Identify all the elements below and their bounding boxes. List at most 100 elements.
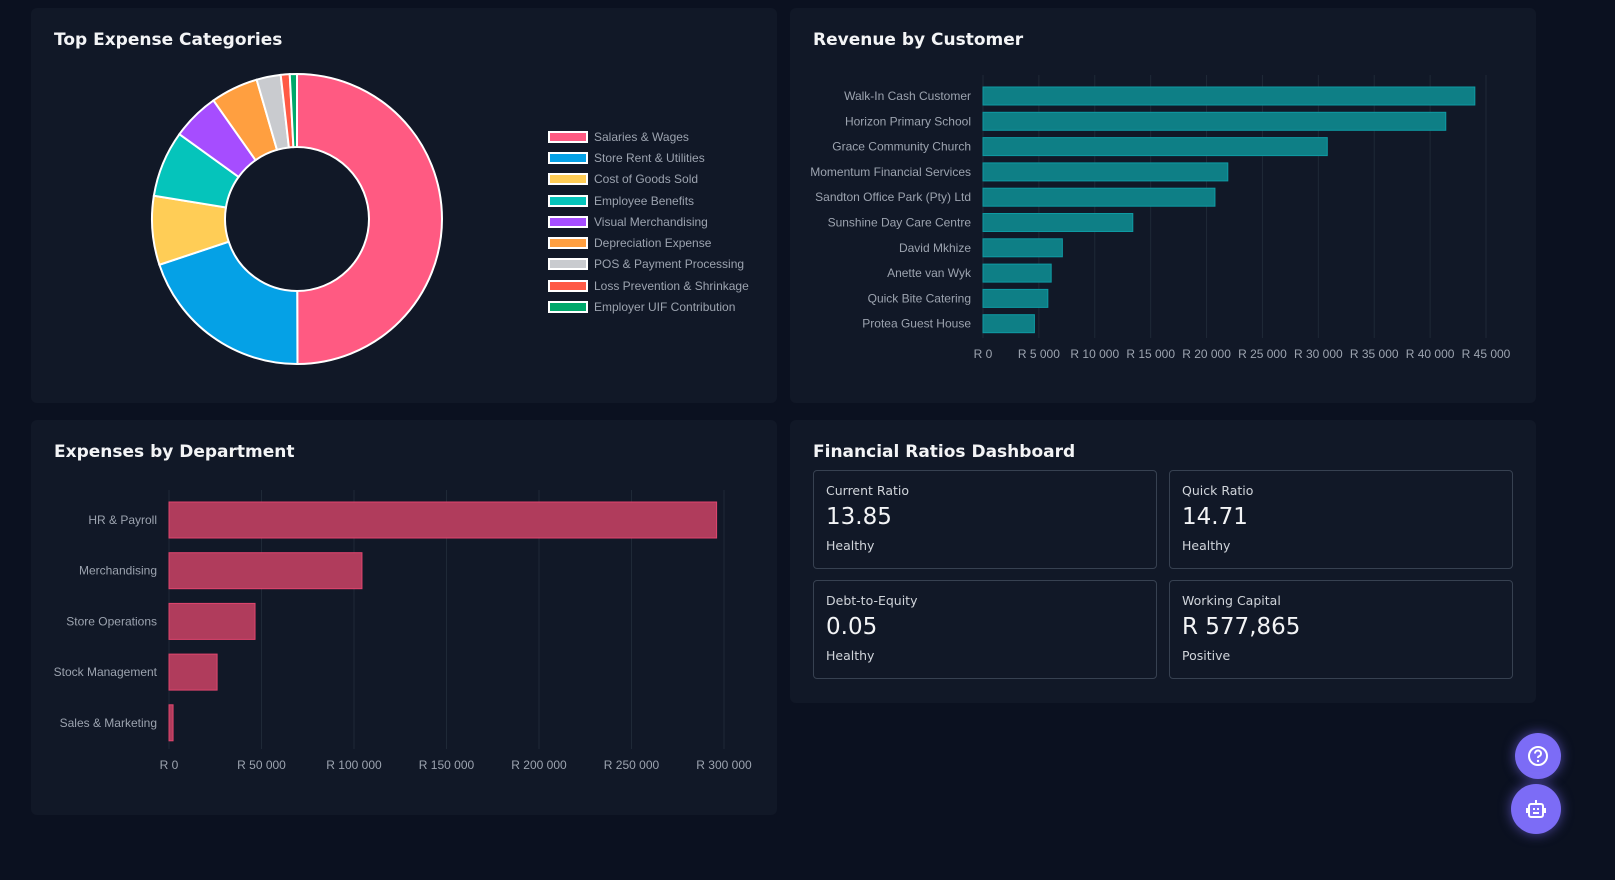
bar-momentum-financial-services[interactable] bbox=[982, 162, 1229, 182]
x-tick-label: R 35 000 bbox=[1350, 347, 1399, 361]
x-tick-label: R 150 000 bbox=[419, 758, 475, 772]
bar-sunshine-day-care-centre[interactable] bbox=[982, 213, 1134, 232]
help-button[interactable] bbox=[1515, 733, 1561, 779]
bar-grace-community-church[interactable] bbox=[982, 137, 1328, 157]
x-tick-label: R 40 000 bbox=[1406, 347, 1455, 361]
legend-label: POS & Payment Processing bbox=[594, 257, 745, 272]
legend-label: Depreciation Expense bbox=[594, 236, 712, 251]
legend-swatch bbox=[548, 237, 588, 250]
y-tick-label: Sunshine Day Care Centre bbox=[828, 216, 972, 230]
ratio-status: Healthy bbox=[826, 648, 875, 663]
x-tick-label: R 200 000 bbox=[511, 758, 567, 772]
ratio-card-debt-equity: Debt-to-Equity 0.05 Healthy bbox=[813, 580, 1157, 679]
bar-hr-payroll[interactable] bbox=[168, 501, 718, 539]
y-tick-label: Grace Community Church bbox=[832, 140, 971, 154]
legend-item-cost-of-goods-sold[interactable]: Cost of Goods Sold bbox=[548, 169, 749, 190]
x-tick-label: R 25 000 bbox=[1238, 347, 1287, 361]
bar-anette-van-wyk[interactable] bbox=[982, 263, 1052, 283]
ratio-label: Current Ratio bbox=[826, 483, 910, 498]
legend-swatch bbox=[548, 301, 588, 314]
top-expense-card: Top Expense Categories Salaries & Wages S… bbox=[31, 8, 777, 403]
y-tick-label: Sandton Office Park (Pty) Ltd bbox=[815, 190, 971, 204]
legend-label: Salaries & Wages bbox=[594, 129, 689, 144]
ratio-status: Positive bbox=[1182, 648, 1231, 663]
legend-swatch bbox=[548, 258, 588, 271]
x-tick-label: R 10 000 bbox=[1070, 347, 1119, 361]
y-tick-label: David Mkhize bbox=[899, 241, 971, 255]
legend-label: Loss Prevention & Shrinkage bbox=[594, 278, 749, 293]
x-tick-label: R 20 000 bbox=[1182, 347, 1231, 361]
ratio-label: Quick Ratio bbox=[1182, 483, 1254, 498]
y-tick-label: Sales & Marketing bbox=[60, 716, 157, 730]
y-tick-label: Merchandising bbox=[79, 564, 157, 578]
legend-label: Employer UIF Contribution bbox=[594, 300, 736, 315]
legend-item-store-rent-utilities[interactable]: Store Rent & Utilities bbox=[548, 147, 749, 168]
ratio-card-working-capital: Working Capital R 577,865 Positive bbox=[1169, 580, 1513, 679]
legend-item-employee-benefits[interactable]: Employee Benefits bbox=[548, 190, 749, 211]
legend-item-salaries-wages[interactable]: Salaries & Wages bbox=[548, 126, 749, 147]
x-tick-label: R 250 000 bbox=[604, 758, 660, 772]
y-tick-label: Walk-In Cash Customer bbox=[844, 89, 971, 103]
ratio-value: R 577,865 bbox=[1182, 614, 1301, 640]
legend-swatch bbox=[548, 215, 588, 228]
card-title: Top Expense Categories bbox=[54, 30, 283, 50]
card-title: Revenue by Customer bbox=[813, 30, 1024, 50]
bar-sandton-office-park-pty-ltd[interactable] bbox=[982, 187, 1216, 207]
card-title: Financial Ratios Dashboard bbox=[813, 442, 1076, 462]
x-tick-label: R 45 000 bbox=[1462, 347, 1511, 361]
y-tick-label: HR & Payroll bbox=[88, 513, 157, 527]
bar-stock-management[interactable] bbox=[168, 653, 218, 691]
x-tick-label: R 0 bbox=[974, 347, 993, 361]
x-tick-label: R 0 bbox=[160, 758, 179, 772]
legend-item-pos-payment-processing[interactable]: POS & Payment Processing bbox=[548, 254, 749, 275]
assistant-button[interactable] bbox=[1511, 784, 1561, 834]
department-card: Expenses by Department R 0 R 50 000 R 100 … bbox=[31, 420, 777, 815]
ratio-card-quick: Quick Ratio 14.71 Healthy bbox=[1169, 470, 1513, 569]
card-title: Expenses by Department bbox=[54, 442, 295, 462]
legend-item-loss-prevention-shrinkage[interactable]: Loss Prevention & Shrinkage bbox=[548, 275, 749, 296]
legend-swatch bbox=[548, 194, 588, 207]
bar-quick-bite-catering[interactable] bbox=[982, 288, 1049, 308]
donut-chart bbox=[151, 72, 443, 366]
department-chart: R 0 R 50 000 R 100 000 R 150 000 R 200 000 R … bbox=[54, 490, 752, 772]
legend-label: Visual Merchandising bbox=[594, 214, 708, 229]
x-tick-label: R 15 000 bbox=[1126, 347, 1175, 361]
bar-sales-marketing[interactable] bbox=[168, 704, 174, 742]
x-tick-label: R 100 000 bbox=[326, 758, 382, 772]
ratios-card: Financial Ratios Dashboard Current Ratio… bbox=[790, 420, 1536, 703]
y-tick-label: Stock Management bbox=[54, 665, 158, 679]
legend-label: Employee Benefits bbox=[594, 193, 695, 208]
y-tick-label: Protea Guest House bbox=[862, 317, 971, 331]
x-tick-label: R 5 000 bbox=[1018, 347, 1060, 361]
legend-swatch bbox=[548, 279, 588, 292]
legend-label: Store Rent & Utilities bbox=[594, 150, 705, 165]
legend-item-employer-uif-contribution[interactable]: Employer UIF Contribution bbox=[548, 296, 749, 317]
robot-icon bbox=[1526, 800, 1546, 818]
ratio-value: 13.85 bbox=[826, 504, 892, 530]
y-tick-label: Anette van Wyk bbox=[887, 266, 972, 280]
bar-merchandising[interactable] bbox=[168, 552, 363, 590]
ratio-card-current: Current Ratio 13.85 Healthy bbox=[813, 470, 1157, 569]
legend-swatch bbox=[548, 151, 588, 164]
slice-salaries-wages[interactable] bbox=[296, 72, 443, 366]
x-tick-label: R 300 000 bbox=[696, 758, 752, 772]
bar-walk-in-cash-customer[interactable] bbox=[982, 86, 1476, 106]
x-tick-label: R 50 000 bbox=[237, 758, 286, 772]
ratio-value: 14.71 bbox=[1182, 504, 1248, 530]
y-tick-label: Horizon Primary School bbox=[845, 114, 971, 128]
legend-label: Cost of Goods Sold bbox=[594, 172, 699, 187]
ratio-value: 0.05 bbox=[826, 614, 878, 640]
bar-store-operations[interactable] bbox=[168, 602, 256, 640]
legend-item-depreciation-expense[interactable]: Depreciation Expense bbox=[548, 232, 749, 253]
legend-item-visual-merchandising[interactable]: Visual Merchandising bbox=[548, 211, 749, 232]
help-icon bbox=[1528, 746, 1548, 766]
bar-horizon-primary-school[interactable] bbox=[982, 111, 1447, 131]
slice-employer-uif-contribution[interactable] bbox=[288, 72, 298, 149]
revenue-chart: R 0 R 5 000 R 10 000 R 15 000 R 20 000 R 25 0… bbox=[810, 75, 1511, 361]
bar-david-mkhize[interactable] bbox=[982, 238, 1063, 258]
legend: Salaries & Wages Store Rent & Utilities Co… bbox=[548, 126, 749, 318]
bar-protea-guest-house[interactable] bbox=[982, 314, 1035, 334]
legend-swatch bbox=[548, 173, 588, 186]
slice-store-rent-utilities[interactable] bbox=[158, 240, 299, 365]
